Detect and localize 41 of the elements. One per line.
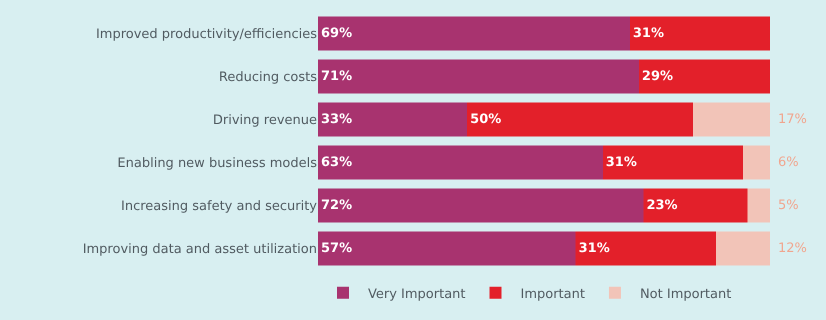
data-label: 33% xyxy=(321,112,352,127)
bar xyxy=(716,231,770,266)
legend-label: Very Important xyxy=(368,286,466,302)
data-label: 57% xyxy=(321,241,352,256)
bar xyxy=(318,59,639,94)
y-tick-label: Improving data and asset utilization xyxy=(82,242,317,258)
bar xyxy=(318,102,468,137)
data-label: 29% xyxy=(642,69,674,84)
bar xyxy=(630,16,770,51)
bar xyxy=(742,145,770,180)
bar xyxy=(643,188,748,223)
y-tick-label: Driving revenue xyxy=(212,113,317,128)
bar xyxy=(747,188,770,223)
data-label: 31% xyxy=(606,155,637,170)
data-label: 50% xyxy=(470,112,502,127)
bar xyxy=(638,59,770,94)
data-label: 72% xyxy=(321,198,352,213)
bar xyxy=(576,231,716,266)
data-label: 17% xyxy=(778,112,807,127)
data-label: 71% xyxy=(321,69,352,84)
y-tick-label: Reducing costs xyxy=(218,70,318,86)
legend-label: Not Important xyxy=(640,286,732,302)
bar xyxy=(318,16,630,51)
legend-label: Important xyxy=(520,286,585,302)
data-label: 69% xyxy=(321,26,352,41)
data-label: 63% xyxy=(321,155,352,170)
data-label: 23% xyxy=(646,198,678,213)
data-label: 31% xyxy=(632,26,664,41)
bar xyxy=(318,231,576,266)
data-label: 31% xyxy=(578,241,610,256)
bar xyxy=(467,102,694,137)
bar xyxy=(602,145,743,180)
bar xyxy=(693,102,770,137)
y-tick-label: Improved productivity/efficiencies xyxy=(96,27,318,42)
data-label: 12% xyxy=(778,241,807,256)
y-tick-label: Enabling new business models xyxy=(117,156,318,172)
bar xyxy=(318,188,644,223)
y-tick-label: Increasing safety and security xyxy=(121,199,318,214)
data-label: 6% xyxy=(778,155,799,170)
data-label: 5% xyxy=(778,198,799,213)
bar xyxy=(318,145,603,180)
